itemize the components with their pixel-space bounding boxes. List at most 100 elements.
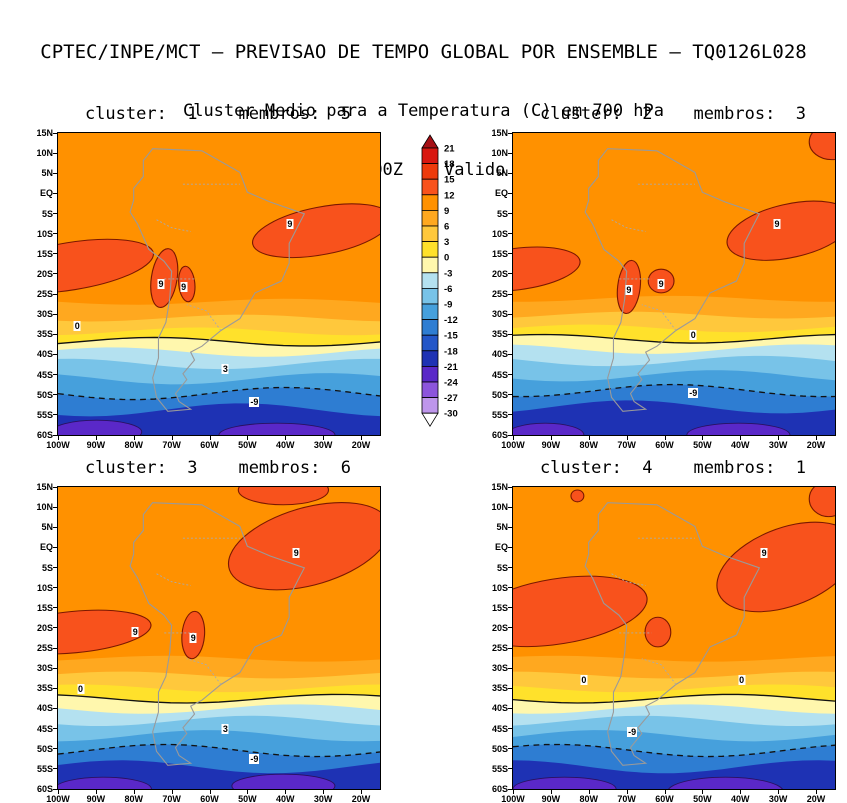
- lat-tick-label: 55S: [36, 763, 53, 774]
- lat-tick-label: 20S: [36, 622, 53, 633]
- colorbar-level-label: -27: [444, 393, 458, 404]
- lat-tick-mark: [508, 434, 513, 436]
- lon-tick-mark: [171, 435, 173, 440]
- lat-tick-label: 10S: [491, 228, 508, 239]
- lat-tick-label: 5N: [41, 168, 53, 179]
- lat-tick-label: 15N: [36, 128, 53, 138]
- lon-tick-label: 30W: [313, 794, 333, 803]
- cluster-panel-1: cluster: 1 membros: 5 9 9 9 0 3 -9 15N 10N 5N EQ 5…: [19, 104, 381, 450]
- chart-title-line1: CPTEC/INPE/MCT — PREVISAO DE TEMPO GLOBA…: [40, 41, 807, 63]
- lat-tick-label: 15S: [491, 602, 508, 613]
- colorbar-level-label: 9: [444, 206, 449, 217]
- contour-label: 9: [286, 218, 294, 229]
- temperature-map: -9 9 0 0 15N 10N 5N EQ 5S 10S 15S 20S 25S 30S 35S 40S 45…: [491, 482, 836, 803]
- temperature-field: [58, 487, 380, 789]
- lat-tick-label: 5N: [41, 522, 53, 533]
- lat-tick-label: 60S: [491, 430, 508, 440]
- lon-tick-mark: [209, 435, 211, 440]
- lon-tick-label: 20W: [351, 440, 371, 450]
- lat-tick-mark: [508, 707, 513, 709]
- lat-tick-mark: [508, 486, 513, 488]
- lat-tick-mark: [53, 394, 58, 396]
- contour-label: 9: [657, 279, 665, 289]
- lon-tick-label: 100W: [501, 440, 525, 450]
- lon-tick-mark: [550, 435, 552, 440]
- lat-tick-label: 30S: [491, 309, 508, 320]
- lat-tick-mark: [53, 233, 58, 235]
- lon-tick-label: 20W: [806, 794, 826, 803]
- lat-tick-mark: [508, 627, 513, 629]
- lat-tick-label: 25S: [36, 643, 53, 654]
- panel-title: cluster: 2 membros: 3: [539, 104, 807, 124]
- lat-tick-mark: [53, 607, 58, 609]
- lon-tick-label: 30W: [313, 440, 333, 450]
- lat-tick-label: 30S: [36, 309, 53, 320]
- lon-tick-label: 50W: [238, 794, 257, 803]
- lat-tick-mark: [53, 526, 58, 528]
- lat-tick-mark: [508, 567, 513, 569]
- lon-tick-mark: [209, 789, 211, 794]
- lon-tick-mark: [778, 435, 780, 440]
- lon-tick-mark: [247, 789, 249, 794]
- lon-tick-mark: [816, 435, 818, 440]
- lon-tick-label: 50W: [238, 440, 257, 450]
- lon-tick-label: 40W: [276, 794, 295, 803]
- lat-tick-mark: [53, 374, 58, 376]
- lat-tick-label: 55S: [36, 409, 53, 420]
- lat-tick-label: 60S: [36, 784, 53, 794]
- lon-tick-label: 100W: [46, 440, 70, 450]
- contour-label: 0: [689, 330, 697, 341]
- lat-tick-label: 60S: [491, 784, 508, 794]
- lat-tick-mark: [508, 233, 513, 235]
- colorbar-level-label: 6: [444, 222, 449, 233]
- lon-tick-label: 60W: [655, 794, 674, 803]
- contour-label: -9: [249, 753, 260, 764]
- contour-label: 9: [189, 633, 197, 643]
- lat-tick-label: 25S: [36, 289, 53, 300]
- lat-tick-mark: [53, 273, 58, 275]
- lon-tick-mark: [740, 789, 742, 794]
- lat-tick-label: 15S: [36, 602, 53, 613]
- lon-tick-mark: [702, 789, 704, 794]
- lat-tick-mark: [508, 667, 513, 669]
- lat-tick-label: 50S: [36, 743, 53, 754]
- lon-tick-label: 100W: [501, 794, 525, 803]
- lat-tick-mark: [508, 293, 513, 295]
- lon-tick-mark: [361, 435, 363, 440]
- temperature-field: [513, 133, 835, 435]
- lat-tick-label: 20S: [491, 622, 508, 633]
- lat-tick-label: 10N: [36, 148, 53, 159]
- lat-tick-label: 35S: [36, 329, 53, 340]
- lon-tick-label: 90W: [541, 440, 561, 450]
- lon-tick-label: 90W: [86, 440, 106, 450]
- lat-tick-label: 5S: [41, 562, 53, 573]
- lat-tick-label: 55S: [491, 763, 508, 774]
- lon-tick-label: 60W: [200, 440, 219, 450]
- temperature-field: [58, 133, 380, 435]
- lat-tick-mark: [508, 253, 513, 255]
- lat-tick-mark: [508, 172, 513, 174]
- lat-tick-mark: [53, 768, 58, 770]
- lat-tick-label: EQ: [494, 542, 508, 553]
- lon-tick-label: 70W: [617, 440, 636, 450]
- lat-tick-label: EQ: [39, 188, 53, 199]
- lat-tick-label: 20S: [491, 268, 508, 279]
- lat-tick-mark: [53, 506, 58, 508]
- lon-tick-label: 80W: [579, 794, 599, 803]
- lon-tick-mark: [58, 435, 59, 440]
- lon-tick-label: 20W: [351, 794, 371, 803]
- south-america-coastline: [130, 503, 304, 766]
- lat-tick-mark: [53, 414, 58, 416]
- colorbar-level-label: -15: [444, 331, 458, 342]
- south-america-coastline: [585, 503, 759, 766]
- country-border: [612, 220, 646, 232]
- lat-tick-label: 10N: [36, 502, 53, 513]
- lat-tick-mark: [508, 748, 513, 750]
- contour-label: 9: [760, 548, 768, 559]
- lat-tick-label: 50S: [36, 389, 53, 400]
- lon-tick-mark: [513, 789, 514, 794]
- contour-label: 9: [157, 279, 165, 289]
- lon-tick-label: 50W: [693, 440, 712, 450]
- lat-tick-label: 5N: [496, 522, 508, 533]
